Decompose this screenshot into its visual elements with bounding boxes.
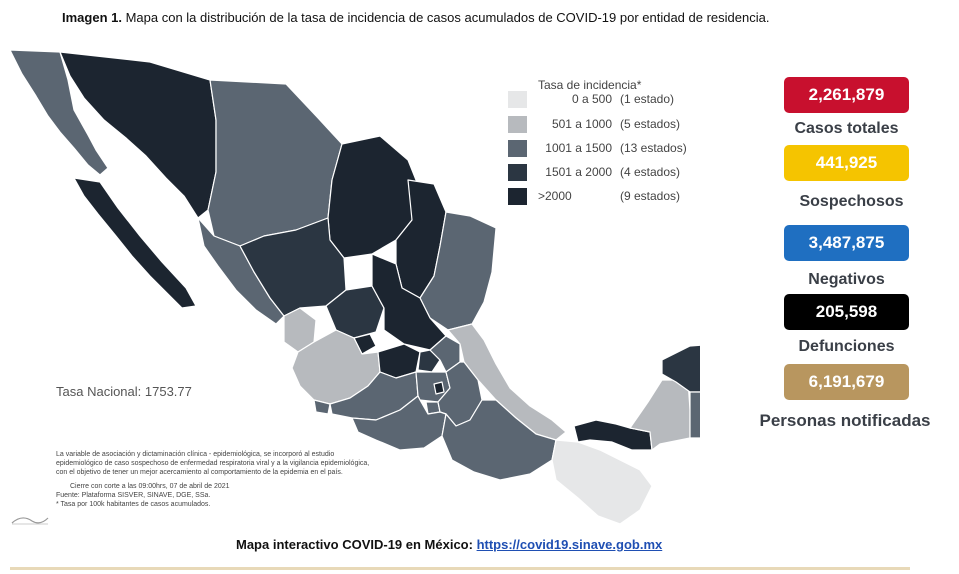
legend-row: 1501 a 2000 (4 estados)	[508, 163, 680, 181]
mexico-choropleth-map	[9, 49, 700, 525]
legend-range: 0 a 500	[571, 92, 612, 106]
total-cases-box: 2,261,879	[784, 77, 909, 113]
legend-count: (13 estados)	[620, 141, 687, 155]
caption-label: Imagen 1.	[62, 10, 122, 25]
state-queretaro[interactable]	[417, 349, 441, 373]
state-quintana-roo[interactable]	[689, 372, 700, 439]
legend-swatch	[508, 163, 527, 181]
caption-text: Mapa con la distribución de la tasa de i…	[121, 10, 770, 25]
sinave-logo-icon	[11, 517, 49, 525]
legend-range: >2000	[538, 189, 572, 203]
state-chiapas[interactable]	[551, 439, 653, 525]
legend-count: (1 estado)	[620, 92, 675, 106]
legend-count: (5 estados)	[620, 117, 681, 131]
notified-box: 6,191,679	[784, 364, 909, 400]
note-line: La variable de asociación y dictaminació…	[56, 451, 335, 458]
state-baja-california[interactable]	[9, 49, 109, 176]
total-cases-label: Casos totales	[794, 120, 899, 137]
legend-row: >2000 (9 estados)	[508, 187, 680, 205]
negatives-label: Negativos	[808, 271, 885, 288]
legend-row: 0 a 500 (1 estado)	[508, 90, 674, 108]
legend-count: (4 estados)	[620, 165, 681, 179]
legend-swatch	[508, 90, 527, 108]
national-rate: Tasa Nacional: 1753.77	[56, 384, 192, 399]
deaths-box: 205,598	[784, 294, 909, 330]
legend-title: Tasa de incidencia*	[538, 78, 642, 92]
suspected-box: 441,925	[784, 145, 909, 181]
note-line: epidemiológico de caso sospechoso de enf…	[56, 460, 370, 467]
legend-range: 1501 a 2000	[545, 165, 612, 179]
state-cdmx[interactable]	[433, 381, 445, 395]
methodology-notes: La variable de asociación y dictaminació…	[56, 450, 476, 509]
state-baja-california-sur[interactable]	[73, 177, 197, 309]
legend-swatch	[508, 115, 527, 133]
footer: Mapa interactivo COVID-19 en México: htt…	[236, 537, 662, 552]
state-sinaloa[interactable]	[197, 217, 285, 325]
note-line: con el objetivo de tener un mejor acerca…	[56, 469, 343, 476]
state-yucatan[interactable]	[661, 344, 700, 393]
figure-caption: Imagen 1. Mapa con la distribución de la…	[62, 10, 769, 25]
negatives-box: 3,487,875	[784, 225, 909, 261]
state-guerrero[interactable]	[351, 395, 447, 451]
footer-text: Mapa interactivo COVID-19 en México:	[236, 537, 477, 552]
legend-row: 1001 a 1500 (13 estados)	[508, 139, 687, 157]
state-colima[interactable]	[313, 399, 331, 415]
note-line: Cierre con corte a las 09:00hrs, 07 de a…	[70, 483, 230, 490]
legend-range: 1001 a 1500	[545, 141, 612, 155]
note-line: Fuente: Plataforma SISVER, SINAVE, DGE, …	[56, 492, 211, 499]
covid-map-link[interactable]: https://covid19.sinave.gob.mx	[476, 537, 663, 552]
legend-row: 501 a 1000 (5 estados)	[508, 115, 680, 133]
notified-label: Personas notificadas	[759, 411, 931, 430]
deaths-label: Defunciones	[798, 338, 895, 355]
legend-range: 501 a 1000	[551, 117, 612, 131]
suspected-label: Sospechosos	[799, 193, 904, 210]
legend-count: (9 estados)	[620, 189, 681, 203]
legend-swatch	[508, 187, 527, 205]
note-line: * Tasa por 100k habitantes de casos acum…	[56, 501, 211, 508]
state-coahuila[interactable]	[327, 135, 421, 259]
legend-swatch	[508, 139, 527, 157]
bottom-divider	[10, 567, 910, 570]
